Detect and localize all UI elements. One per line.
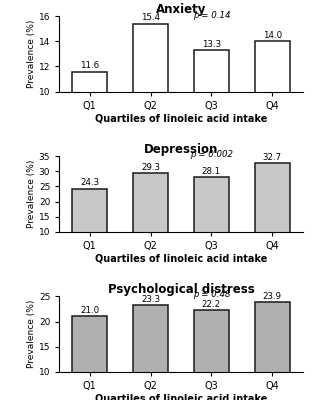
Bar xyxy=(72,316,107,400)
Text: 13.3: 13.3 xyxy=(202,40,221,49)
X-axis label: Quartiles of linoleic acid intake: Quartiles of linoleic acid intake xyxy=(95,394,267,400)
Text: 29.3: 29.3 xyxy=(141,163,160,172)
Text: 24.3: 24.3 xyxy=(80,178,99,188)
X-axis label: Quartiles of linoleic acid intake: Quartiles of linoleic acid intake xyxy=(95,114,267,124)
Text: 15.4: 15.4 xyxy=(141,14,160,22)
Bar xyxy=(194,177,229,262)
X-axis label: Quartiles of linoleic acid intake: Quartiles of linoleic acid intake xyxy=(95,254,267,264)
Text: p = 0.002: p = 0.002 xyxy=(190,150,233,159)
Y-axis label: Prevalence (%): Prevalence (%) xyxy=(27,20,36,88)
Bar xyxy=(133,173,168,262)
Bar xyxy=(133,305,168,400)
Title: Depression: Depression xyxy=(144,143,218,156)
Title: Psychological distress: Psychological distress xyxy=(108,283,254,296)
Text: 23.9: 23.9 xyxy=(263,292,282,301)
Bar xyxy=(72,188,107,262)
Y-axis label: Prevalence (%): Prevalence (%) xyxy=(27,160,36,228)
Y-axis label: Prevalence (%): Prevalence (%) xyxy=(27,300,36,368)
Text: 23.3: 23.3 xyxy=(141,295,160,304)
Text: 28.1: 28.1 xyxy=(202,167,221,176)
Text: 32.7: 32.7 xyxy=(263,153,282,162)
Text: 11.6: 11.6 xyxy=(80,62,99,70)
Text: p = 0.48: p = 0.48 xyxy=(193,290,230,299)
Bar xyxy=(72,72,107,218)
Bar xyxy=(133,24,168,218)
Text: 14.0: 14.0 xyxy=(263,31,282,40)
Bar xyxy=(255,163,290,262)
Bar xyxy=(194,310,229,400)
Bar xyxy=(255,302,290,400)
Text: 22.2: 22.2 xyxy=(202,300,221,309)
Title: Anxiety: Anxiety xyxy=(156,3,206,16)
Bar xyxy=(255,41,290,218)
Text: 21.0: 21.0 xyxy=(80,306,99,315)
Text: p = 0.14: p = 0.14 xyxy=(193,12,230,20)
Bar xyxy=(194,50,229,218)
